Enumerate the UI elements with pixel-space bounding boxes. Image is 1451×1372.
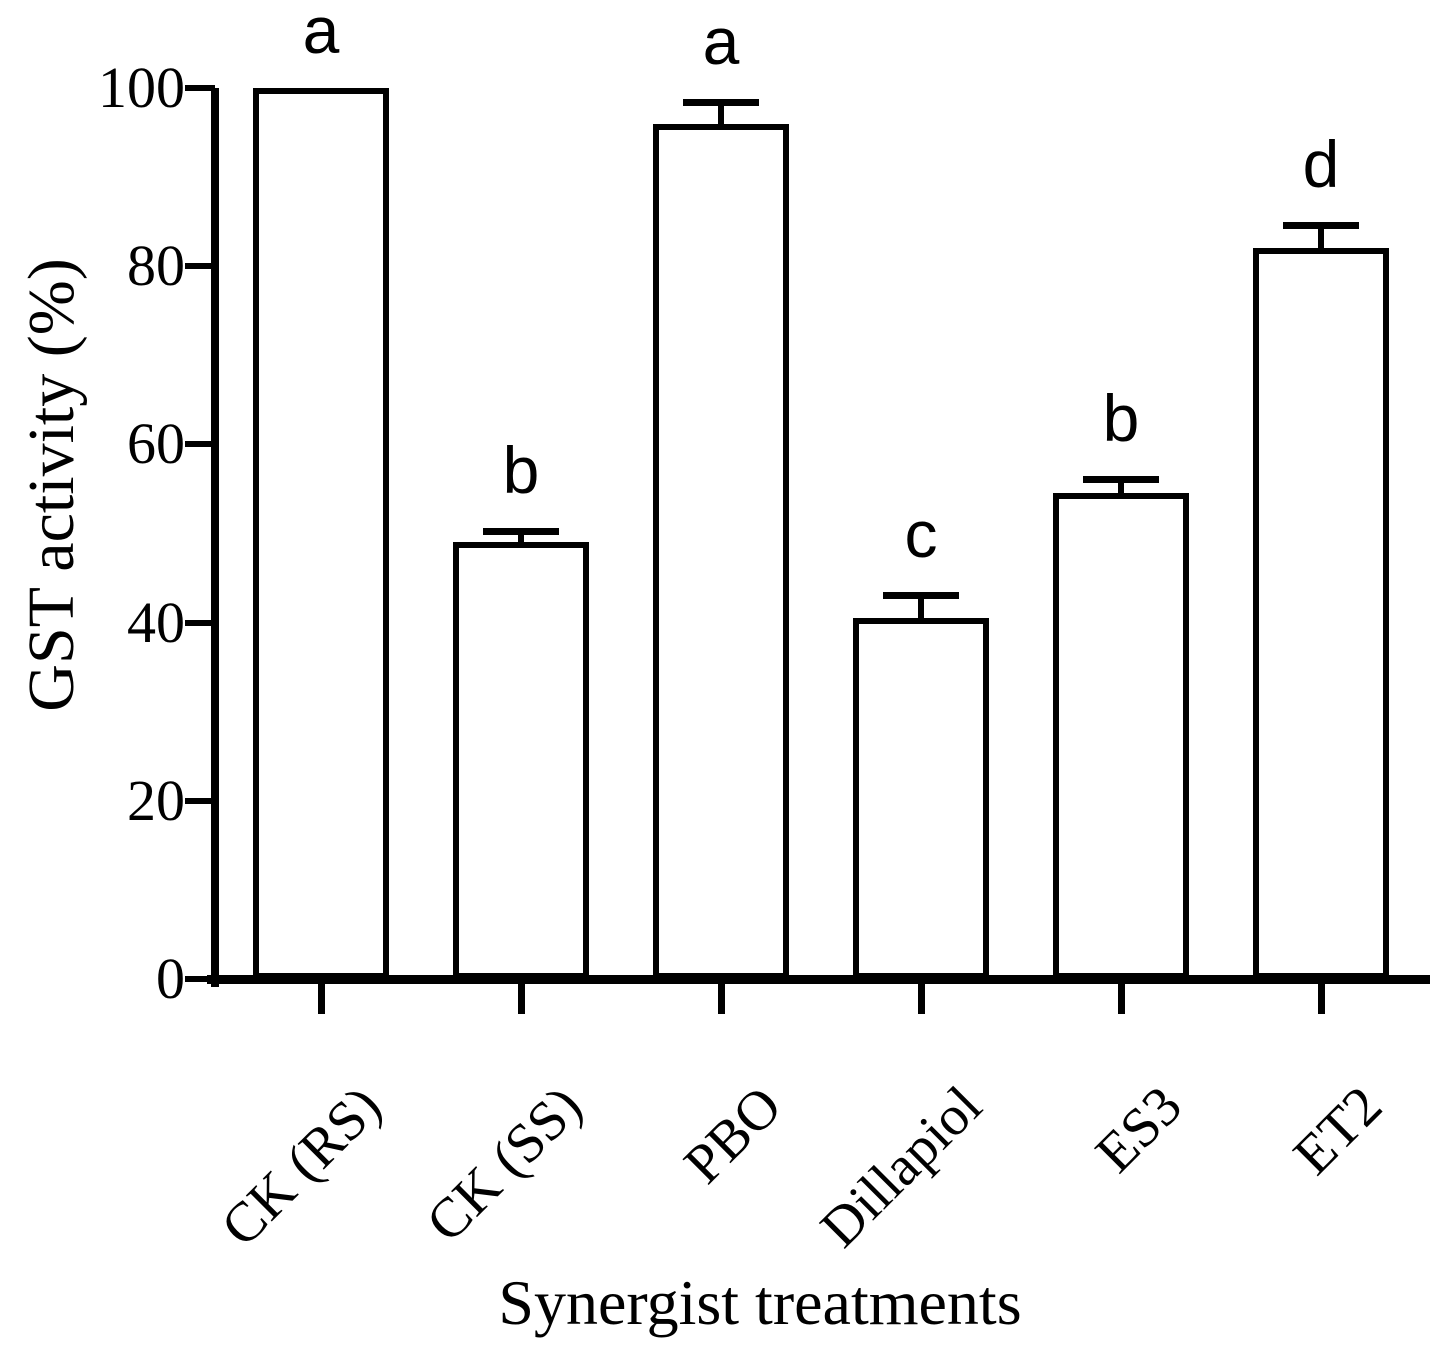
error-bar-cap [883,591,959,599]
error-bar-stem [718,105,724,129]
x-tick-mark [318,982,325,1014]
x-tick-label: ET2 [1281,1074,1394,1187]
y-tick-label: 100 [98,55,185,120]
x-tick-label: CK (RS) [209,1074,394,1259]
y-tick-mark [185,619,215,626]
y-tick-mark [185,976,215,982]
error-bar-cap [483,528,559,536]
bar-pbo [653,123,789,979]
error-bar-stem [518,535,524,548]
y-tick-label: 0 [156,946,185,1011]
error-bar-cap [1283,221,1359,229]
x-tick-label: ES3 [1083,1074,1194,1185]
y-axis-line [211,88,219,987]
error-bar-stem [1118,482,1124,499]
y-tick-label: 80 [127,233,185,299]
x-axis-title: Synergist treatments [498,1267,1022,1338]
x-tick-mark [1118,982,1125,1014]
y-tick-mark [185,85,215,91]
y-tick-mark [185,797,215,804]
x-tick-mark [718,982,725,1014]
y-tick-label: 20 [127,767,185,833]
bar-ck-ss [453,542,589,979]
significance-letter: b [502,433,540,508]
significance-letter: b [1102,380,1140,455]
x-tick-mark [918,982,925,1014]
significance-letter: d [1302,126,1340,201]
bar-et2 [1253,248,1389,979]
bar-ck-rs [253,88,389,979]
y-tick-label: 40 [127,589,185,655]
plot-area: 0 20 40 60 80 100 a CK (RS) b CK (SS) a PBO c Dillapi… [98,0,1430,1259]
y-tick-mark [185,441,215,448]
error-bar-stem [1318,228,1324,254]
x-tick-mark [1318,982,1325,1014]
x-tick-label: CK (SS) [414,1074,594,1254]
y-tick-label: 60 [127,411,185,477]
x-tick-label: Dillapiol [808,1074,994,1260]
error-bar-cap [683,98,759,106]
x-tick-label: PBO [672,1074,794,1196]
y-tick-mark [185,263,215,270]
x-axis-line [207,975,1430,984]
error-bar-stem [918,598,924,624]
error-bar-cap [1083,475,1159,483]
bar-dillapiol [853,618,989,979]
significance-letter: c [904,496,938,571]
significance-letter: a [302,0,340,67]
x-tick-mark [518,982,525,1014]
bar-es3 [1053,493,1189,979]
significance-letter: a [702,3,740,78]
